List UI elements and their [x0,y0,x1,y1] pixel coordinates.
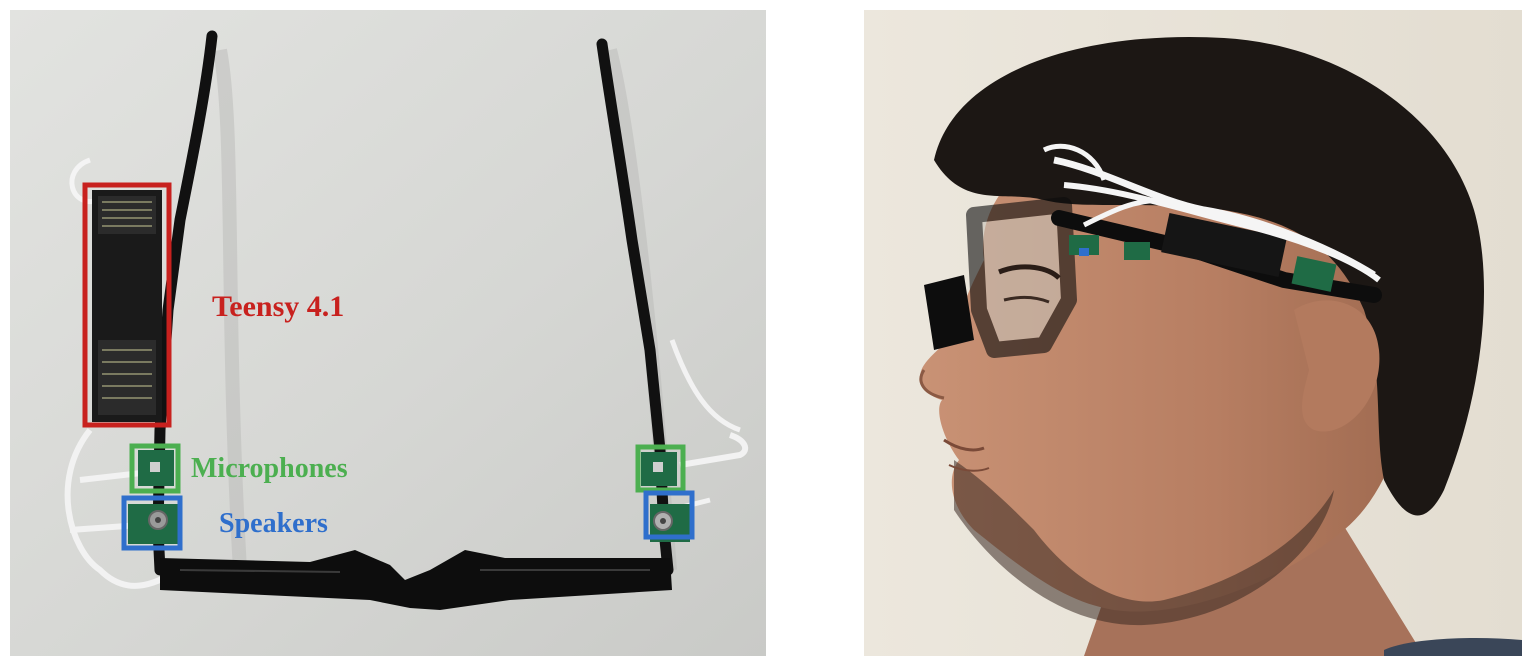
profile-illustration [864,10,1522,656]
microphones-label: Microphones [191,455,348,483]
speakers-label: Speakers [219,510,328,538]
glasses-illustration [10,10,766,656]
teensy-label: Teensy 4.1 [212,292,344,322]
glasses-top-view-photo: Teensy 4.1 Microphones Speakers [10,10,766,656]
person-wearing-glasses-photo [864,10,1522,656]
